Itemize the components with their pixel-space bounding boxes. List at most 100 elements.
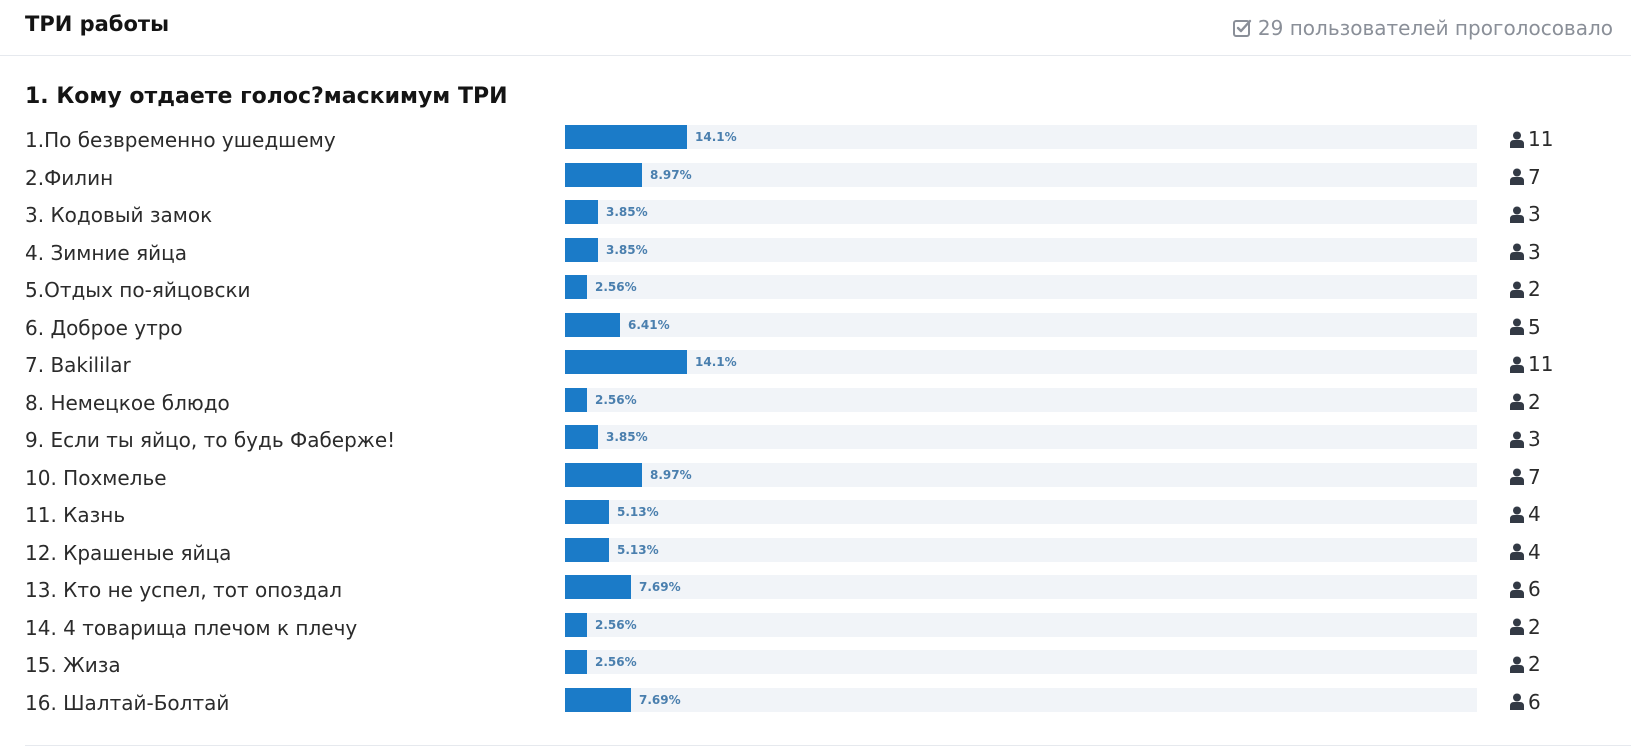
progress-bar-fill: [565, 612, 587, 637]
poll-option-row: 9. Если ты яйцо, то будь Фаберже! 3.85% 3: [0, 424, 1631, 462]
progress-bar-fill: [565, 575, 631, 599]
user-icon: [1510, 281, 1524, 298]
progress-bar-track: 3.85%: [565, 237, 1477, 262]
option-label: 12. Крашеные яйца: [25, 540, 232, 565]
vote-count-number: 7: [1528, 464, 1541, 489]
progress-bar-fill: [565, 162, 642, 187]
option-percent: 5.13%: [617, 542, 659, 557]
progress-bar-track: 14.1%: [565, 125, 1477, 149]
progress-bar-track: 6.41%: [565, 312, 1477, 337]
user-icon: [1510, 243, 1524, 260]
vote-count-number: 11: [1528, 352, 1554, 376]
vote-count-number: 2: [1528, 389, 1541, 414]
vote-count[interactable]: 7: [1510, 165, 1541, 189]
progress-bar-track: 5.13%: [565, 500, 1477, 524]
user-icon: [1510, 506, 1524, 523]
option-percent: 3.85%: [606, 205, 648, 219]
user-icon: [1510, 393, 1524, 410]
progress-bar-fill: [565, 687, 631, 712]
progress-bar-track: 7.69%: [565, 575, 1477, 599]
option-percent: 5.13%: [617, 505, 659, 519]
vote-count[interactable]: 5: [1510, 315, 1541, 339]
option-percent: 14.1%: [695, 355, 737, 369]
progress-bar-track: 3.85%: [565, 200, 1477, 224]
option-percent: 6.41%: [628, 317, 670, 332]
vote-count[interactable]: 3: [1510, 202, 1541, 226]
check-square-icon: [1232, 19, 1252, 37]
option-label: 14. 4 товарища плечом к плечу: [25, 615, 358, 640]
progress-bar-fill: [565, 500, 609, 524]
option-label: 5.Отдых по-яйцовски: [25, 278, 251, 302]
user-icon: [1510, 581, 1524, 598]
vote-count-number: 2: [1528, 277, 1541, 301]
poll-option-row: 16. Шалтай-Болтай 7.69% 6: [0, 687, 1631, 725]
user-icon: [1510, 656, 1524, 673]
user-icon: [1510, 693, 1524, 710]
poll-option-row: 7. Bakililar 14.1% 11: [0, 349, 1631, 387]
vote-count-number: 3: [1528, 202, 1541, 226]
poll-option-row: 5.Отдых по-яйцовски 2.56% 2: [0, 274, 1631, 312]
progress-bar-track: 5.13%: [565, 537, 1477, 562]
vote-count[interactable]: 4: [1510, 540, 1541, 564]
vote-count[interactable]: 3: [1510, 427, 1541, 451]
progress-bar-fill: [565, 200, 598, 224]
option-label: 13. Кто не успел, тот опоздал: [25, 578, 343, 602]
poll-option-row: 6. Доброе утро 6.41% 5: [0, 312, 1631, 350]
vote-count-number: 6: [1528, 689, 1541, 714]
progress-bar-fill: [565, 125, 687, 149]
vote-count[interactable]: 2: [1510, 615, 1541, 639]
voters-count-text: 29 пользователей проголосовало: [1257, 16, 1613, 40]
vote-count-number: 2: [1528, 652, 1541, 676]
option-label: 2.Филин: [25, 165, 114, 190]
progress-bar-track: 8.97%: [565, 462, 1477, 487]
poll-title: ТРИ работы: [25, 12, 170, 36]
progress-bar-fill: [565, 425, 598, 449]
vote-count[interactable]: 2: [1510, 277, 1541, 301]
user-icon: [1510, 168, 1524, 185]
poll-option-row: 11. Казнь 5.13% 4: [0, 499, 1631, 537]
vote-count[interactable]: 11: [1510, 127, 1553, 151]
progress-bar-fill: [565, 462, 642, 487]
progress-bar-fill: [565, 275, 587, 299]
option-label: 16. Шалтай-Болтай: [25, 690, 230, 715]
progress-bar-track: 8.97%: [565, 162, 1477, 187]
option-label: 9. Если ты яйцо, то будь Фаберже!: [25, 428, 396, 452]
user-icon: [1510, 206, 1524, 223]
progress-bar-track: 14.1%: [565, 350, 1477, 374]
vote-count-number: 2: [1528, 614, 1541, 639]
option-percent: 3.85%: [606, 242, 648, 257]
progress-bar-fill: [565, 237, 598, 262]
option-label: 10. Похмелье: [25, 465, 167, 490]
user-icon: [1510, 468, 1524, 485]
progress-bar-track: 2.56%: [565, 387, 1477, 412]
poll-option-row: 10. Похмелье 8.97% 7: [0, 462, 1631, 500]
poll-option-row: 2.Филин 8.97% 7: [0, 162, 1631, 200]
option-label: 11. Казнь: [25, 503, 126, 527]
vote-count[interactable]: 7: [1510, 465, 1541, 489]
progress-bar-fill: [565, 350, 687, 374]
option-percent: 2.56%: [595, 617, 637, 632]
poll-option-row: 12. Крашеные яйца 5.13% 4: [0, 537, 1631, 575]
option-percent: 8.97%: [650, 467, 692, 482]
vote-count[interactable]: 4: [1510, 502, 1541, 526]
option-label: 8. Немецкое блюдо: [25, 390, 230, 415]
voters-summary: 29 пользователей проголосовало: [1232, 16, 1613, 40]
option-percent: 2.56%: [595, 655, 637, 669]
user-icon: [1510, 618, 1524, 635]
vote-count[interactable]: 11: [1510, 352, 1553, 376]
poll-option-row: 15. Жиза 2.56% 2: [0, 649, 1631, 687]
option-percent: 8.97%: [650, 167, 692, 182]
option-percent: 7.69%: [639, 580, 681, 594]
question-title: 1. Кому отдаете голос?маскимум ТРИ: [25, 84, 508, 109]
progress-bar-fill: [565, 537, 609, 562]
vote-count[interactable]: 6: [1510, 577, 1541, 601]
option-label: 6. Доброе утро: [25, 315, 183, 340]
user-icon: [1510, 431, 1524, 448]
user-icon: [1510, 543, 1524, 560]
user-icon: [1510, 131, 1524, 148]
vote-count[interactable]: 3: [1510, 240, 1541, 264]
vote-count[interactable]: 6: [1510, 690, 1541, 714]
poll-option-row: 4. Зимние яйца 3.85% 3: [0, 237, 1631, 275]
vote-count[interactable]: 2: [1510, 390, 1541, 414]
vote-count[interactable]: 2: [1510, 652, 1541, 676]
